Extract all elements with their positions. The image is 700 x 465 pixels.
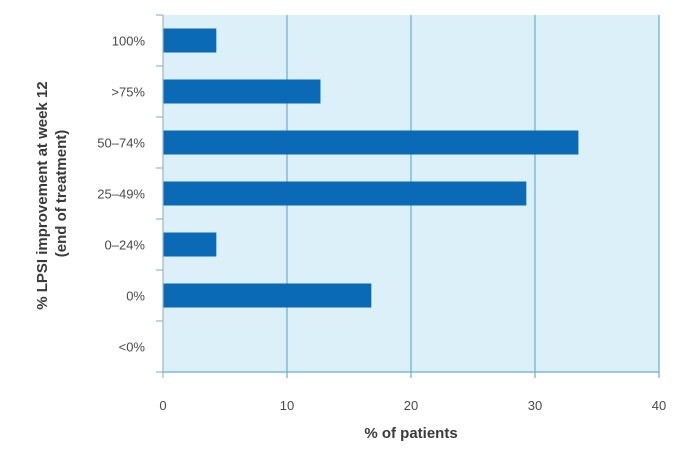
bar-4 xyxy=(163,232,217,257)
x-axis-title: % of patients xyxy=(364,425,457,442)
x-tick-label-0: 0 xyxy=(159,398,166,413)
y-tick-label-2: 50–74% xyxy=(97,136,145,151)
y-tick-label-4: 0–24% xyxy=(105,238,146,253)
y-tick-label-6: <0% xyxy=(119,340,146,355)
bar-5 xyxy=(163,283,372,308)
y-axis-title-line-2: (end of treatment) xyxy=(53,130,70,258)
bars xyxy=(163,28,579,308)
y-tick-label-5: 0% xyxy=(126,289,145,304)
y-tick-labels: 100% >75% 50–74% 25–49% 0–24% 0% <0% xyxy=(97,34,145,355)
y-tick-label-0: 100% xyxy=(112,34,146,49)
x-tick-label-10: 10 xyxy=(280,398,294,413)
x-tick-label-40: 40 xyxy=(652,398,666,413)
bar-0 xyxy=(163,28,217,53)
y-axis-title-line-1: % LPSI improvement at week 12 xyxy=(34,81,51,309)
bar-3 xyxy=(163,181,527,206)
bar-1 xyxy=(163,79,321,104)
y-tick-label-1: >75% xyxy=(111,85,145,100)
x-tick-label-30: 30 xyxy=(528,398,542,413)
x-tick-label-20: 20 xyxy=(404,398,418,413)
bar-2 xyxy=(163,130,579,155)
axes xyxy=(156,14,659,378)
x-tick-labels: 0 10 20 30 40 xyxy=(159,398,666,413)
y-tick-label-3: 25–49% xyxy=(97,187,145,202)
y-axis-title: % LPSI improvement at week 12 (end of tr… xyxy=(34,77,70,310)
